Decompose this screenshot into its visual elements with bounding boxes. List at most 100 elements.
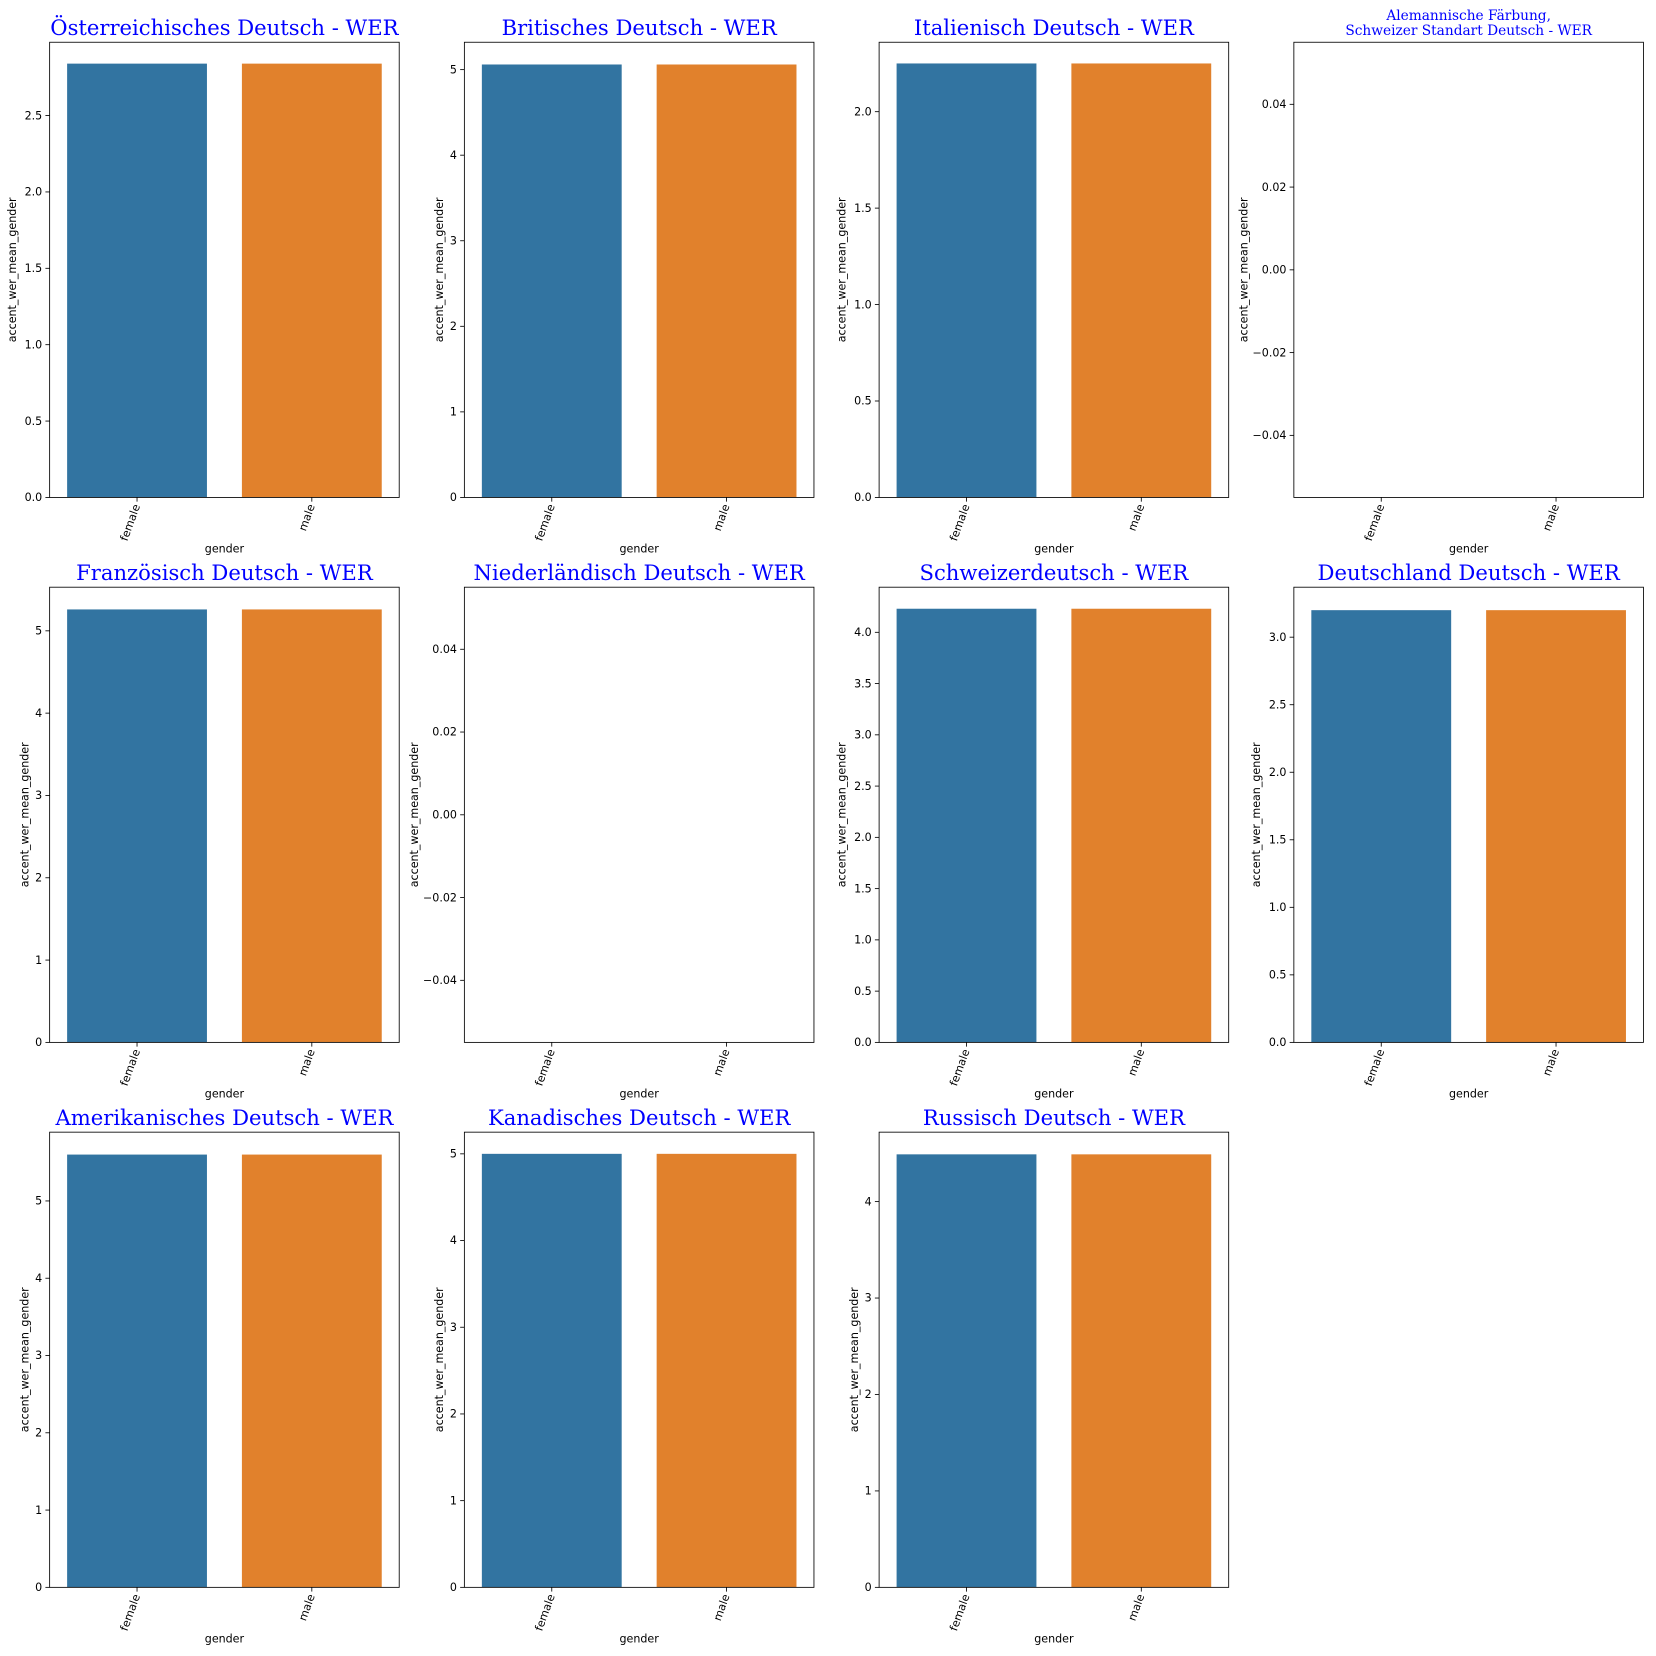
x-axis-label: gender: [620, 1087, 660, 1100]
y-tick-label: 0.04: [1262, 98, 1287, 111]
y-tick-label: 0: [450, 491, 457, 504]
y-tick-label: 5: [450, 63, 457, 76]
chart-title: Amerikanisches Deutsch - WER: [54, 1105, 394, 1130]
y-tick-label: 2: [35, 1426, 42, 1439]
axes-frame: [463, 1131, 815, 1588]
y-tick-label: 5: [35, 625, 42, 638]
x-tick-label: male: [1540, 502, 1562, 532]
y-axis-label: accent_wer_mean_gender: [433, 1287, 446, 1432]
bar: [67, 1154, 207, 1588]
y-tick-label: 0: [450, 1581, 457, 1594]
x-axis-label: gender: [620, 542, 660, 555]
y-tick-label: 1.0: [854, 934, 872, 947]
y-tick-label: 2: [450, 320, 457, 333]
x-tick-label: female: [118, 1047, 143, 1088]
y-tick-label: 4: [450, 149, 457, 162]
chart-title: Russisch Deutsch - WER: [923, 1105, 1186, 1130]
chart-title: Österreichisches Deutsch - WER: [50, 15, 399, 40]
x-tick-label: male: [711, 1592, 733, 1622]
y-tick-label: −0.04: [423, 974, 457, 987]
y-tick-label: 2: [450, 1408, 457, 1421]
y-tick-label: 0.5: [25, 415, 43, 428]
x-axis-label: gender: [205, 542, 245, 555]
x-tick-label: male: [1126, 1592, 1148, 1622]
y-axis-label: accent_wer_mean_gender: [6, 197, 19, 342]
chart-title: Deutschland Deutsch - WER: [1318, 560, 1621, 585]
y-tick-label: 0: [35, 1581, 42, 1594]
y-tick-label: −0.04: [1253, 429, 1287, 442]
y-tick-label: 5: [450, 1148, 457, 1161]
y-tick-label: 3: [450, 1321, 457, 1334]
x-tick-label: female: [1362, 1047, 1387, 1088]
y-tick-label: 4.0: [854, 626, 872, 639]
y-tick-label: −0.02: [1253, 346, 1287, 359]
y-tick-label: 3: [450, 234, 457, 247]
y-tick-label: 1.5: [1269, 833, 1287, 846]
x-tick-label: female: [532, 1592, 557, 1633]
y-tick-label: 3.0: [854, 729, 872, 742]
y-tick-label: 2: [35, 871, 42, 884]
x-tick-label: female: [532, 502, 557, 543]
x-tick-label: male: [1126, 1047, 1148, 1077]
bar: [656, 1153, 797, 1588]
bar: [241, 63, 382, 498]
y-tick-label: 2.5: [1269, 698, 1287, 711]
y-tick-label: 2.0: [1269, 766, 1287, 779]
x-tick-label: female: [947, 1047, 972, 1088]
y-tick-label: 1: [450, 406, 457, 419]
y-axis-label: accent_wer_mean_gender: [433, 197, 446, 342]
y-tick-label: 2.0: [25, 186, 43, 199]
y-tick-label: 2: [865, 1388, 872, 1401]
y-tick-label: 4: [35, 1272, 42, 1285]
bar: [656, 64, 797, 498]
y-axis-label: accent_wer_mean_gender: [1250, 742, 1263, 887]
y-tick-label: 0.5: [854, 395, 872, 408]
y-tick-label: 4: [865, 1195, 872, 1208]
chart-title: Kanadisches Deutsch - WER: [488, 1105, 791, 1130]
y-tick-label: 4: [35, 707, 42, 720]
chart-title: Französisch Deutsch - WER: [76, 560, 374, 585]
chart-title: Britisches Deutsch - WER: [502, 15, 778, 40]
x-tick-label: female: [1362, 502, 1387, 543]
y-axis-label: accent_wer_mean_gender: [1237, 197, 1250, 342]
axes-frame: [463, 586, 815, 1043]
y-axis-label: accent_wer_mean_gender: [835, 197, 848, 342]
x-axis-label: gender: [1449, 542, 1489, 555]
y-tick-label: 0.02: [432, 726, 457, 739]
y-axis-label: accent_wer_mean_gender: [408, 742, 421, 887]
chart-title: Niederländisch Deutsch - WER: [474, 560, 806, 585]
chart-title: Schweizer Standart Deutsch - WER: [1345, 23, 1592, 39]
bar: [1071, 608, 1212, 1043]
y-tick-label: 3: [865, 1292, 872, 1305]
chart-title: Italienisch Deutsch - WER: [914, 15, 1195, 40]
y-tick-label: 3: [35, 1349, 42, 1362]
bar: [1311, 610, 1452, 1043]
axes-frame: [49, 1131, 400, 1588]
axes-frame: [1293, 41, 1644, 498]
axes-frame: [878, 41, 1230, 498]
axes-frame: [49, 41, 400, 498]
y-tick-label: 1: [865, 1485, 872, 1498]
x-tick-label: female: [947, 502, 972, 543]
axes-frame: [49, 586, 400, 1043]
y-axis-label: accent_wer_mean_gender: [19, 1287, 32, 1432]
y-tick-label: 2.5: [25, 109, 43, 122]
bar: [481, 1153, 622, 1588]
y-tick-label: 3.0: [1269, 631, 1287, 644]
y-tick-label: 2.0: [854, 105, 872, 118]
y-tick-label: 5: [35, 1195, 42, 1208]
bar: [896, 608, 1037, 1043]
y-tick-label: 2.0: [854, 831, 872, 844]
x-axis-label: gender: [620, 1632, 660, 1645]
y-tick-label: 1.0: [1269, 901, 1287, 914]
bar: [67, 63, 207, 498]
x-tick-label: female: [532, 1047, 557, 1088]
y-tick-label: 0.5: [854, 985, 872, 998]
y-axis-label: accent_wer_mean_gender: [848, 1287, 861, 1432]
axes-frame: [1293, 586, 1644, 1043]
x-axis-label: gender: [205, 1087, 245, 1100]
y-tick-label: 0.0: [854, 491, 872, 504]
y-tick-label: 0.04: [432, 643, 457, 656]
bar: [67, 609, 207, 1043]
